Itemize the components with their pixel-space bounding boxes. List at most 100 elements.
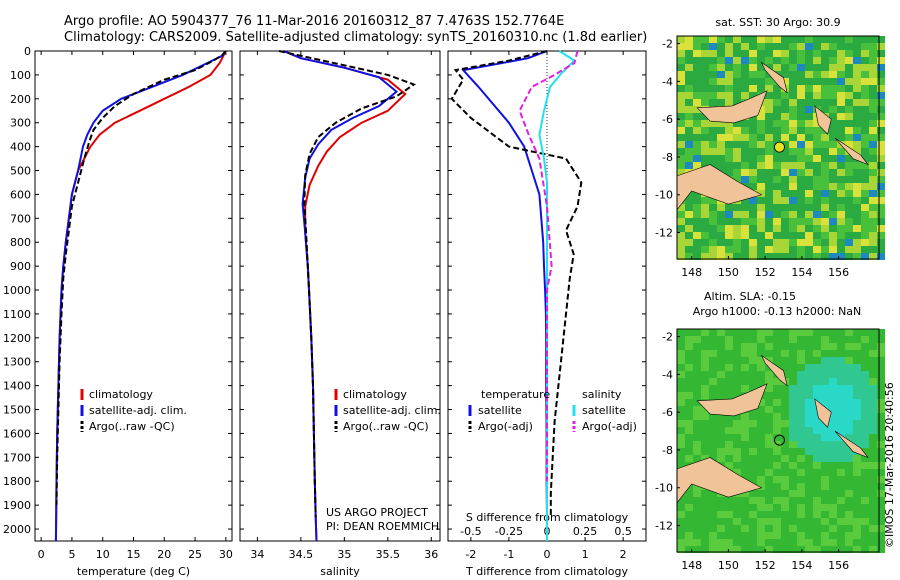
map-cell — [765, 106, 773, 113]
map-cell — [725, 378, 733, 385]
map-cell — [861, 204, 869, 211]
map-cell — [733, 392, 741, 399]
map-cell — [813, 155, 821, 162]
map-cell — [821, 232, 829, 239]
map-cell — [765, 434, 773, 441]
map-cell — [709, 518, 717, 525]
map-cell — [725, 385, 733, 392]
map-cell — [765, 239, 773, 246]
map-cell — [733, 43, 741, 50]
map-cell — [709, 539, 717, 546]
map-cell — [773, 134, 781, 141]
map-cell — [749, 476, 757, 483]
map-cell — [733, 525, 741, 532]
map-cell — [749, 343, 757, 350]
map-cell — [741, 36, 749, 43]
map-cell — [693, 190, 701, 197]
map-cell — [693, 99, 701, 106]
map-cell — [853, 497, 861, 504]
map-cell — [813, 176, 821, 183]
map-cell — [813, 329, 821, 336]
map-cell — [829, 546, 837, 553]
map-cell — [749, 385, 757, 392]
sla-map-title: Altim. SLA: -0.15 — [704, 290, 796, 303]
map-cell — [877, 176, 885, 183]
map-cell — [701, 218, 709, 225]
map-cell — [869, 43, 877, 50]
map-cell — [829, 434, 837, 441]
map-cell — [765, 204, 773, 211]
map-cell — [709, 441, 717, 448]
map-cell — [821, 385, 829, 392]
map-cell — [701, 350, 709, 357]
map-cell — [853, 364, 861, 371]
map-cell — [829, 141, 837, 148]
map-cell — [837, 441, 845, 448]
map-cell — [709, 218, 717, 225]
map-cell — [717, 57, 725, 64]
map-cell — [765, 490, 773, 497]
map-cell — [773, 183, 781, 190]
y-tick-label: 1400 — [3, 380, 31, 393]
map-cell — [733, 357, 741, 364]
map-cell — [693, 78, 701, 85]
map-cell — [693, 371, 701, 378]
map-cell — [677, 455, 685, 462]
map-cell — [765, 232, 773, 239]
map-cell — [693, 490, 701, 497]
map-cell — [773, 211, 781, 218]
legend-label: climatology — [343, 388, 407, 401]
map-cell — [733, 532, 741, 539]
x-tick-label: 30 — [219, 548, 233, 561]
map-cell — [797, 85, 805, 92]
plot-frame — [34, 50, 233, 542]
map-cell — [821, 532, 829, 539]
map-cell — [869, 99, 877, 106]
map-cell — [765, 399, 773, 406]
map-cell — [821, 225, 829, 232]
land-new-ireland — [760, 61, 788, 94]
map-cell — [701, 385, 709, 392]
map-cell — [845, 50, 853, 57]
map-cell — [797, 183, 805, 190]
map-cell — [685, 78, 693, 85]
map-cell — [797, 246, 805, 253]
map-cell — [805, 71, 813, 78]
map-y-tick-label: -4 — [662, 75, 673, 88]
x-tick-label: 35.5 — [376, 548, 401, 561]
x-tick-label: 36 — [424, 548, 438, 561]
map-cell — [813, 441, 821, 448]
map-cell — [749, 329, 757, 336]
map-cell — [693, 162, 701, 169]
map-cell — [853, 148, 861, 155]
map-cell — [853, 204, 861, 211]
map-cell — [741, 85, 749, 92]
map-cell — [773, 127, 781, 134]
map-cell — [829, 441, 837, 448]
map-cell — [677, 218, 685, 225]
map-cell — [813, 511, 821, 518]
map-cell — [773, 420, 781, 427]
map-cell — [877, 225, 885, 232]
map-cell — [757, 148, 765, 155]
map-cell — [677, 546, 685, 553]
map-cell — [829, 532, 837, 539]
map-cell — [789, 43, 797, 50]
map-cell — [717, 329, 725, 336]
map-cell — [749, 336, 757, 343]
map-cell — [813, 92, 821, 99]
map-cell — [765, 406, 773, 413]
map-cell — [701, 64, 709, 71]
map-cell — [773, 113, 781, 120]
map-cell — [845, 253, 853, 260]
map-cell — [773, 518, 781, 525]
map-cell — [757, 211, 765, 218]
map-cell — [781, 113, 789, 120]
map-cell — [869, 113, 877, 120]
series-line-salinity-argo-adj- — [518, 50, 579, 482]
map-cell — [821, 155, 829, 162]
map-cell — [765, 43, 773, 50]
map-cell — [749, 546, 757, 553]
map-cell — [757, 57, 765, 64]
map-cell — [797, 455, 805, 462]
